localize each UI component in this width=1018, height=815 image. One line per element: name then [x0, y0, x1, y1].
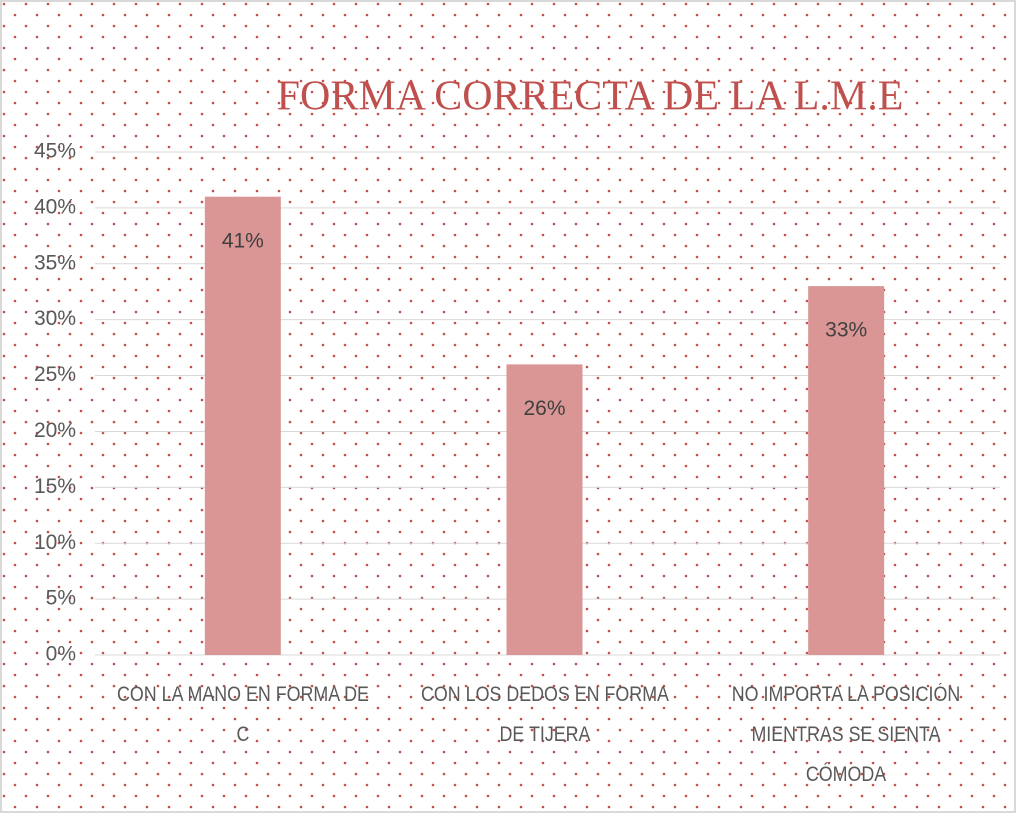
y-tick-label: 25% [34, 363, 76, 386]
x-tick-label: NO IMPORTA LA POSICIÓN MIENTRAS SE SIENT… [731, 683, 961, 786]
y-tick-label: 30% [34, 307, 76, 330]
chart-title: FORMA CORRECTA DE LA L.M.E [277, 74, 904, 120]
x-tick-label: CON LOS DEDOS EN FORMA DE TIJERA [420, 683, 669, 746]
bar [808, 286, 885, 655]
x-tick-label: CON LA MANO EN FORMA DE C [116, 683, 369, 746]
y-tick-label: 20% [34, 419, 76, 442]
bar [204, 196, 281, 655]
data-label: 26% [523, 397, 565, 420]
data-label: 33% [825, 319, 867, 342]
y-tick-label: 35% [34, 251, 76, 274]
y-tick-label: 10% [34, 531, 76, 554]
data-label: 41% [222, 229, 264, 252]
y-tick-label: 5% [46, 587, 76, 610]
y-tick-label: 15% [34, 475, 76, 498]
y-tick-label: 40% [34, 195, 76, 218]
bar [506, 364, 583, 655]
y-tick-label: 45% [34, 140, 76, 163]
y-tick-label: 0% [46, 643, 76, 666]
